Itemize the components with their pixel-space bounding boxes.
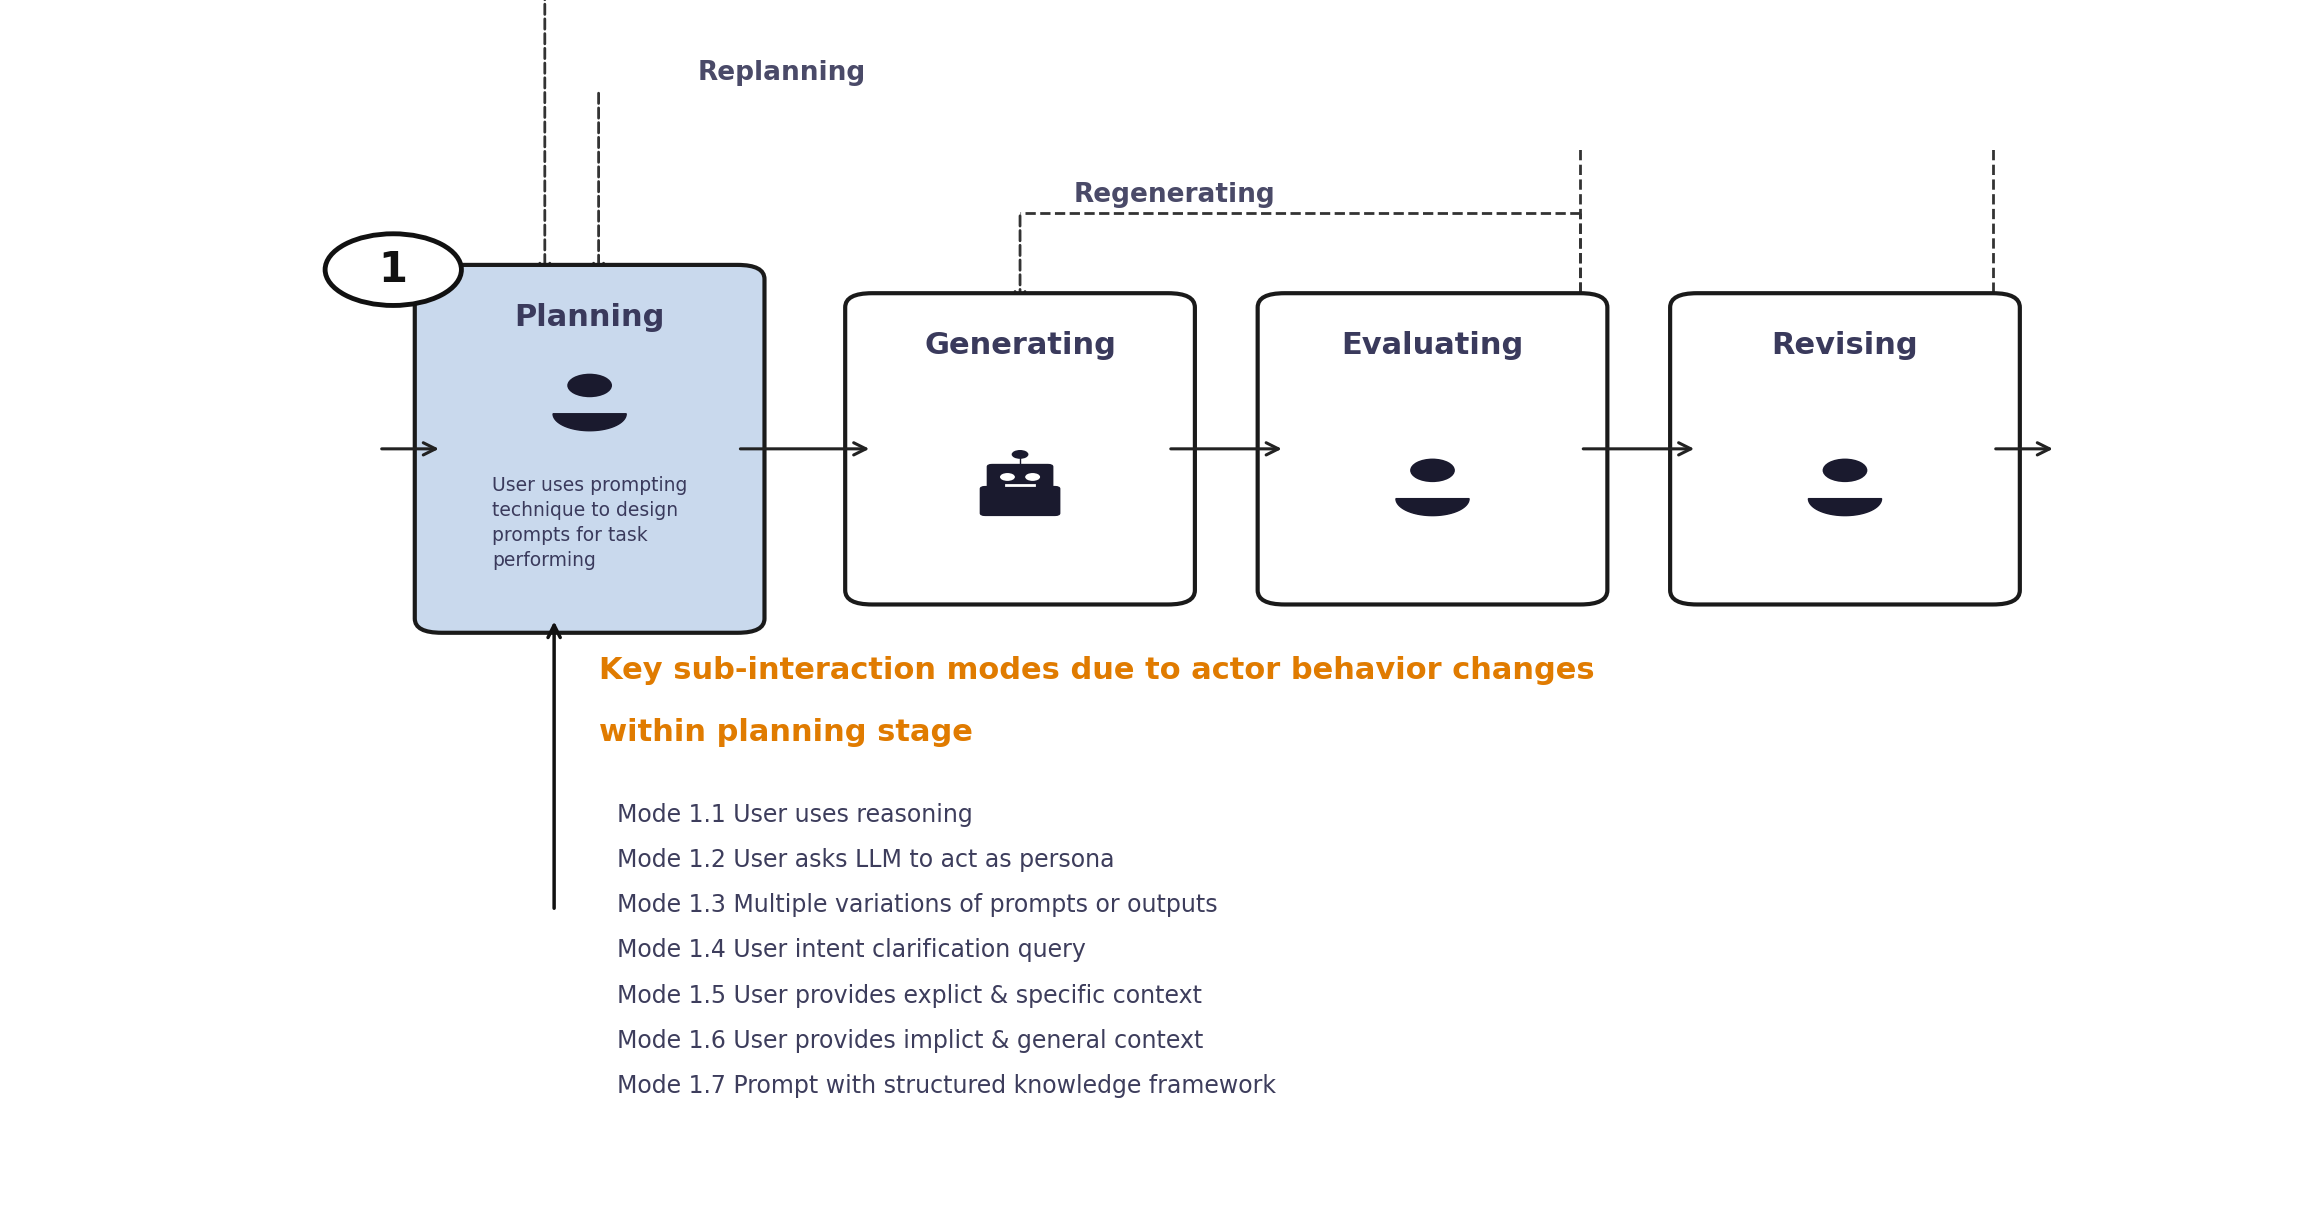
FancyBboxPatch shape <box>1259 293 1608 604</box>
Text: Key sub-interaction modes due to actor behavior changes: Key sub-interaction modes due to actor b… <box>599 657 1594 685</box>
Text: Generating: Generating <box>923 331 1115 360</box>
Text: 1: 1 <box>379 249 407 290</box>
Text: Mode 1.1 User uses reasoning: Mode 1.1 User uses reasoning <box>618 802 972 827</box>
Circle shape <box>1000 473 1016 481</box>
Text: Mode 1.2 User asks LLM to act as persona: Mode 1.2 User asks LLM to act as persona <box>618 848 1115 872</box>
Text: Mode 1.5 User provides explict & specific context: Mode 1.5 User provides explict & specifi… <box>618 984 1201 1008</box>
Text: Mode 1.7 Prompt with structured knowledge framework: Mode 1.7 Prompt with structured knowledg… <box>618 1074 1275 1099</box>
Circle shape <box>567 374 611 397</box>
Text: Mode 1.6 User provides implict & general context: Mode 1.6 User provides implict & general… <box>618 1029 1203 1054</box>
Text: Evaluating: Evaluating <box>1342 331 1523 360</box>
Polygon shape <box>1810 499 1881 516</box>
Text: Mode 1.3 Multiple variations of prompts or outputs: Mode 1.3 Multiple variations of prompts … <box>618 893 1217 918</box>
FancyBboxPatch shape <box>986 464 1053 490</box>
Text: Mode 1.4 User intent clarification query: Mode 1.4 User intent clarification query <box>618 938 1085 963</box>
Polygon shape <box>1395 499 1469 516</box>
Circle shape <box>1044 474 1053 479</box>
Circle shape <box>1409 458 1456 483</box>
Circle shape <box>988 474 997 479</box>
Circle shape <box>1025 473 1039 481</box>
FancyBboxPatch shape <box>414 265 764 633</box>
Text: Planning: Planning <box>514 303 664 332</box>
FancyBboxPatch shape <box>979 486 1060 516</box>
FancyBboxPatch shape <box>845 293 1194 604</box>
Polygon shape <box>553 414 627 431</box>
Text: within planning stage: within planning stage <box>599 718 972 747</box>
Bar <box>1011 486 1027 490</box>
FancyBboxPatch shape <box>1671 293 2020 604</box>
Circle shape <box>324 234 460 305</box>
Circle shape <box>1823 458 1867 483</box>
Text: Revising: Revising <box>1773 331 1918 360</box>
Text: User uses prompting
technique to design
prompts for task
performing: User uses prompting technique to design … <box>493 477 687 570</box>
Text: Regenerating: Regenerating <box>1074 183 1275 208</box>
Circle shape <box>1011 450 1027 459</box>
Text: Replanning: Replanning <box>697 60 865 86</box>
